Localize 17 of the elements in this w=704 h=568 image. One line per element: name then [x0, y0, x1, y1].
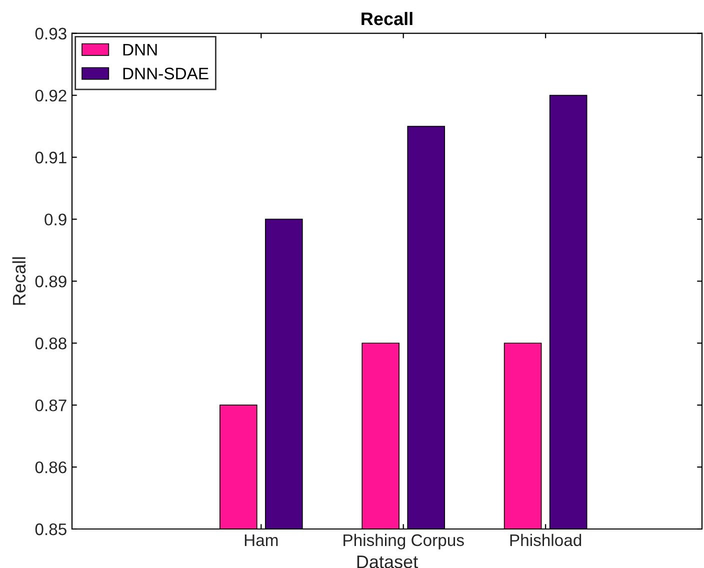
x-tick-label: Phishing Corpus [344, 534, 464, 550]
x-tick-label: Phishload [510, 534, 582, 546]
y-tick-label: 0.9 [44, 214, 66, 226]
y-tick-label: 0.92 [35, 90, 66, 102]
y-tick-label: 0.87 [35, 399, 66, 412]
chart-title: Recall [362, 12, 412, 26]
y-tick-label: 0.86 [35, 461, 66, 474]
legend-label: DNN-SDAE [123, 68, 208, 80]
y-tick-label: 0.91 [35, 152, 66, 164]
x-tick-label: Ham [244, 534, 278, 546]
legend-label: DNN [123, 44, 157, 56]
x-axis-title: Dataset [357, 556, 418, 568]
y-tick-label: 0.93 [35, 28, 66, 40]
y-tick-label: 0.89 [35, 276, 66, 288]
y-tick-label: 0.88 [35, 338, 66, 350]
y-tick-label: 0.85 [35, 523, 66, 536]
y-axis-title: Recall [12, 257, 26, 305]
